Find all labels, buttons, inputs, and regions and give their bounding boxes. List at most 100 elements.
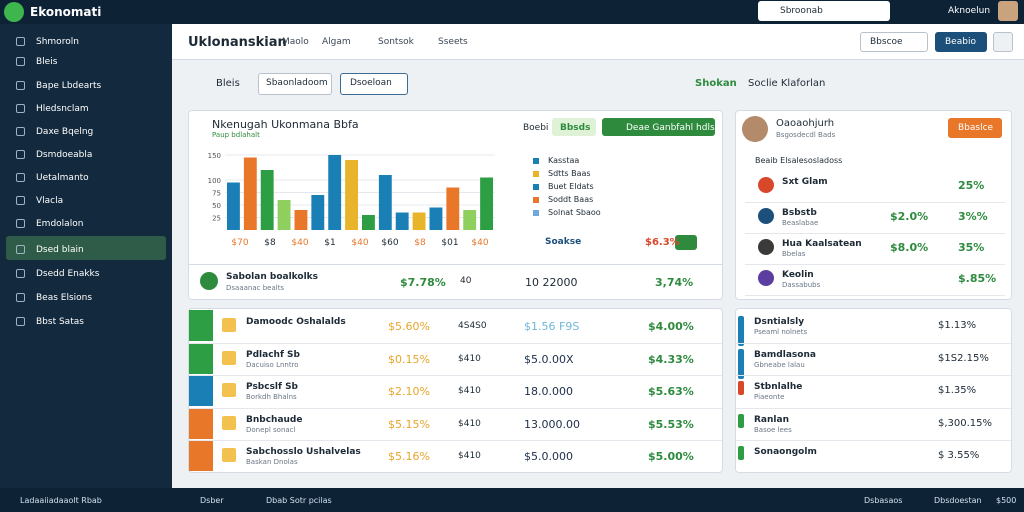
row-value: $8.0% — [890, 241, 929, 254]
divider — [189, 375, 722, 376]
search-box[interactable] — [758, 1, 890, 21]
row-sub: Baskan Dnolas — [246, 458, 298, 466]
cell: $4.33% — [648, 352, 694, 366]
toggle-text: Bbsds — [560, 123, 591, 133]
sidebar-active — [6, 236, 166, 260]
row-stripe — [189, 407, 213, 439]
avatar[interactable] — [998, 1, 1018, 21]
bar — [412, 212, 426, 230]
cell: $4.00% — [648, 320, 694, 333]
row-sub: Dacuiso Lnntro — [246, 360, 299, 369]
divider — [189, 342, 722, 344]
action-button[interactable] — [602, 118, 715, 136]
tab: Sseets — [438, 37, 468, 47]
status: Shokan — [695, 78, 737, 89]
toggle[interactable] — [552, 118, 596, 136]
bar — [294, 210, 308, 230]
cell: $5.15% — [388, 417, 430, 431]
toolbar-label: Bleis — [216, 78, 240, 89]
bar — [227, 182, 240, 230]
row-name: Sxt Glam — [782, 177, 828, 187]
cell: $1.56 F9S — [524, 320, 580, 333]
nav-icon — [16, 245, 25, 254]
row-name: Bamdlasona — [754, 349, 816, 360]
cell: $1S2.15% — [938, 352, 989, 364]
row-value: 3,74% — [655, 276, 694, 289]
cell: $5.00% — [648, 450, 694, 463]
footer-value: $6.3% — [645, 237, 680, 248]
bar — [277, 200, 291, 230]
y-tick-label: 100 — [208, 177, 221, 185]
y-tick-label: 50 — [212, 202, 221, 210]
cell: $0.15% — [388, 352, 430, 366]
bar — [311, 195, 325, 230]
x-tick-label: $70 — [231, 238, 248, 248]
nav-item: Dsed blain — [36, 245, 84, 255]
profile-sub: Bsgosdecdl Bads — [776, 131, 836, 139]
row-sub: Donepl sonacl — [246, 425, 296, 434]
divider — [189, 407, 722, 409]
toolbar-button[interactable] — [258, 73, 332, 95]
button-text: Dsoeloan — [350, 78, 392, 88]
row-sub: Basoe lees — [754, 425, 792, 434]
tab: Algam — [322, 37, 351, 47]
toolbar-button[interactable] — [340, 73, 408, 95]
legend-swatch — [533, 184, 539, 190]
row-value: $7.78% — [400, 276, 446, 289]
x-tick-label: $8 — [264, 238, 276, 248]
orange-button[interactable] — [948, 118, 1002, 138]
row-name: Dsntialsly — [754, 317, 805, 327]
tab: Boebi — [523, 123, 549, 133]
bar-chart: 150 100 75 50 25 $70 $8 $40 $1 $40 $60 $8 $01 $40 — [208, 152, 495, 248]
row-icon — [222, 448, 236, 462]
user-name: Aknoelun — [948, 6, 991, 16]
divider — [736, 375, 1011, 376]
legend-swatch — [533, 158, 539, 164]
row-sub: Dassabubs — [782, 281, 821, 289]
footer-text: $500 — [996, 496, 1017, 505]
legend-item: Kasstaa — [548, 156, 580, 165]
nav-item: Vlacla — [36, 196, 64, 206]
cell: $410 — [458, 451, 481, 461]
cell: $5.63% — [648, 385, 694, 398]
icon-button[interactable] — [993, 32, 1013, 52]
button-text: Sbaonladoom — [266, 78, 328, 88]
nav-icon — [16, 37, 25, 46]
row-stripe — [738, 381, 744, 395]
row-name: Hua Kaalsatean — [782, 239, 862, 249]
select[interactable] — [860, 32, 928, 52]
bar — [260, 170, 274, 230]
brand-icon — [4, 2, 24, 22]
search-text: Sbroonab — [780, 6, 823, 16]
row-stripe — [189, 440, 213, 471]
footer-label: Soakse — [545, 237, 582, 247]
legend-item: Solnat Sbaoo — [548, 208, 601, 217]
nav-icon — [16, 57, 25, 66]
cell: $410 — [458, 386, 481, 396]
y-tick-label: 150 — [208, 152, 221, 160]
nav-item: Shmoroln — [36, 37, 79, 47]
row-stripe — [189, 375, 213, 406]
cell: 18.0.000 — [524, 385, 573, 398]
row-sub: Piaeonte — [754, 393, 785, 401]
divider — [745, 233, 1005, 234]
legend-item: Soddt Baas — [548, 195, 594, 204]
nav-icon — [16, 150, 25, 159]
badge — [675, 235, 697, 250]
primary-button[interactable] — [935, 32, 987, 52]
row-name: Sabchosslo Ushalvelas — [246, 447, 361, 457]
bar — [328, 155, 342, 230]
x-tick-label: $1 — [324, 238, 335, 248]
row-stripe — [189, 342, 213, 374]
bar — [480, 177, 493, 230]
y-tick-label: 25 — [212, 215, 221, 223]
nav-item: Dsedd Enakks — [36, 269, 100, 279]
nav-item: Bbst Satas — [36, 317, 84, 327]
footer-text: Dbab Sotr pcilas — [266, 496, 332, 505]
brand: Ekonomati — [30, 5, 102, 19]
footer-text: Ladaaiiadaaolt Rbab — [20, 496, 102, 505]
cell: $5.16% — [388, 450, 430, 463]
x-tick-label: $60 — [381, 238, 398, 248]
divider — [736, 407, 1011, 409]
divider — [745, 295, 1005, 296]
